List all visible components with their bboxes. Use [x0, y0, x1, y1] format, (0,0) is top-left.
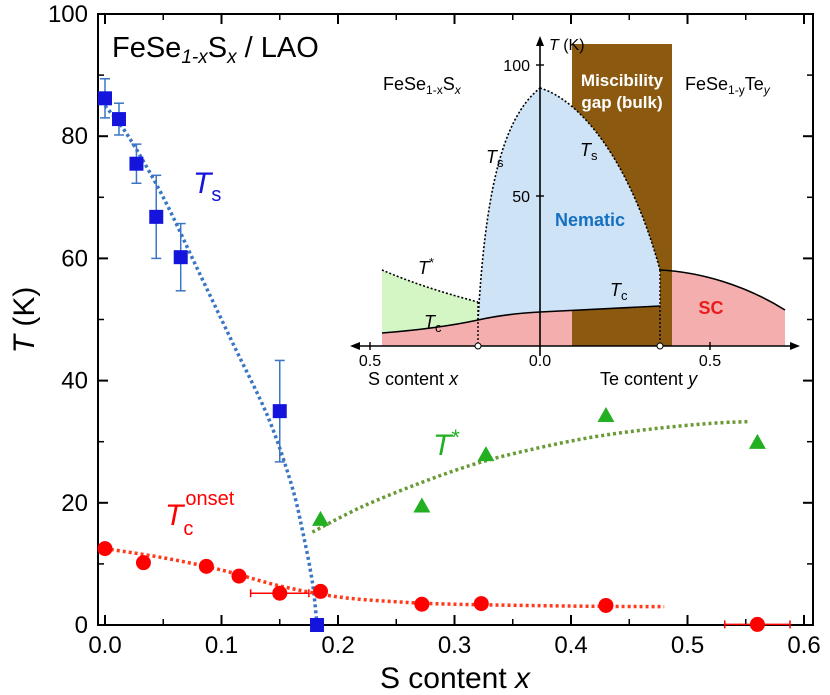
y-tick-label: 60: [61, 245, 88, 272]
inset-tc-line: [381, 305, 661, 334]
inset-phase-diagram: 100 50 0.5 0.0 0.5 T (K) S content x Te …: [350, 36, 800, 389]
tc-onset-fit-curve: [104, 546, 665, 609]
x-axis-title: S content x: [380, 662, 531, 695]
x-tick-label: 0.4: [554, 632, 587, 659]
inset-tc-line-te: [659, 269, 786, 311]
tc-onset-point: [473, 596, 489, 612]
inset-ts-line-s: [477, 87, 541, 321]
inset-ts-line-te: [539, 87, 661, 271]
inset-y-arrow: [536, 36, 544, 46]
x-tick-label: 0.6: [787, 632, 820, 659]
tstar-point: [748, 433, 766, 449]
tc-onset-point: [598, 597, 614, 613]
y-tick-label: 80: [61, 123, 88, 150]
inset-ts-label-te: Ts: [580, 140, 598, 163]
tstar-point: [312, 510, 330, 526]
y-tick-label: 100: [48, 1, 88, 28]
x-tick-label: 0.5: [671, 632, 704, 659]
inset-sc-label: SC: [698, 298, 723, 318]
inset-nematic-label: Nematic: [555, 210, 625, 230]
tc-onset-point: [97, 541, 113, 557]
ts-point: [98, 91, 112, 106]
tc-onset-series-label: Tconset: [165, 488, 235, 540]
inset-sc-region-left: [382, 320, 478, 346]
tc-onset-point: [749, 616, 765, 632]
inset-tc-label-te: Tc: [610, 280, 628, 303]
inset-xtick-label: 0.0: [529, 353, 551, 370]
figure-title: FeSe1-xSx / LAO: [112, 32, 319, 68]
inset-ytick-label: 50: [512, 189, 530, 206]
y-axis: 0 20 40 60 80 100: [48, 1, 813, 639]
ts-point: [129, 156, 144, 171]
inset-boundary-dot: [474, 342, 482, 350]
tc-onset-point: [272, 585, 288, 601]
inset-left-axis-label: S content x: [368, 369, 459, 389]
data-markers: [97, 78, 791, 632]
inset-right-title: FeSe1-yTey: [685, 74, 771, 97]
inset-xtick-label: 0.5: [699, 353, 721, 370]
ts-series-label: Ts: [193, 167, 221, 206]
tstar-fit-curve: [311, 419, 751, 534]
tstar-series-label: T*: [433, 425, 460, 462]
inset-xtick-label: 0.5: [359, 353, 381, 370]
ts-point: [111, 112, 126, 127]
tc-onset-point: [313, 583, 329, 599]
ts-fit-curve: [103, 104, 319, 626]
inset-tstar-line: [381, 269, 479, 303]
tc-onset-point: [231, 568, 247, 584]
x-tick-label: 0.1: [205, 632, 238, 659]
inset-tstar-label: T*: [418, 255, 434, 278]
y-axis-title: T (K): [8, 287, 41, 354]
inset-tstar-region: [382, 270, 478, 333]
inset-right-axis-label: Te content y: [600, 369, 698, 389]
tc-onset-point: [414, 596, 430, 612]
inset-x-arrow-left: [350, 342, 360, 350]
y-tick-label: 40: [61, 368, 88, 395]
ts-point: [310, 618, 325, 632]
tstar-point: [597, 407, 615, 423]
y-tick-label: 0: [75, 612, 88, 639]
inset-ytick-label: 100: [503, 58, 530, 75]
inset-ts-label-s: Ts: [486, 147, 504, 170]
ts-point: [272, 404, 287, 419]
x-tick-label: 0.2: [321, 632, 354, 659]
inset-left-title: FeSe1-xSx: [383, 74, 462, 97]
inset-tc-label-s: Tc: [424, 312, 442, 335]
x-tick-label: 0.3: [438, 632, 471, 659]
inset-nematic-edge: [478, 88, 660, 320]
inset-boundary-dot: [656, 342, 664, 350]
x-axis: 0.0 0.1 0.2 0.3 0.4 0.5 0.6: [88, 14, 821, 659]
inset-y-axis-label: T (K): [549, 37, 585, 54]
inset-misc-strip: [660, 44, 672, 270]
y-tick-label: 20: [61, 490, 88, 517]
tc-onset-point: [198, 558, 214, 574]
tstar-point: [477, 446, 495, 462]
inset-miscibility-label: gap (bulk): [581, 93, 662, 112]
inset-miscibility-label: Miscibility: [581, 71, 664, 90]
ts-point: [173, 250, 188, 265]
inset-x-arrow-right: [790, 342, 800, 350]
ts-point: [149, 209, 164, 224]
tc-onset-point: [135, 555, 151, 571]
x-tick-label: 0.0: [88, 632, 121, 659]
tstar-point: [413, 497, 431, 513]
